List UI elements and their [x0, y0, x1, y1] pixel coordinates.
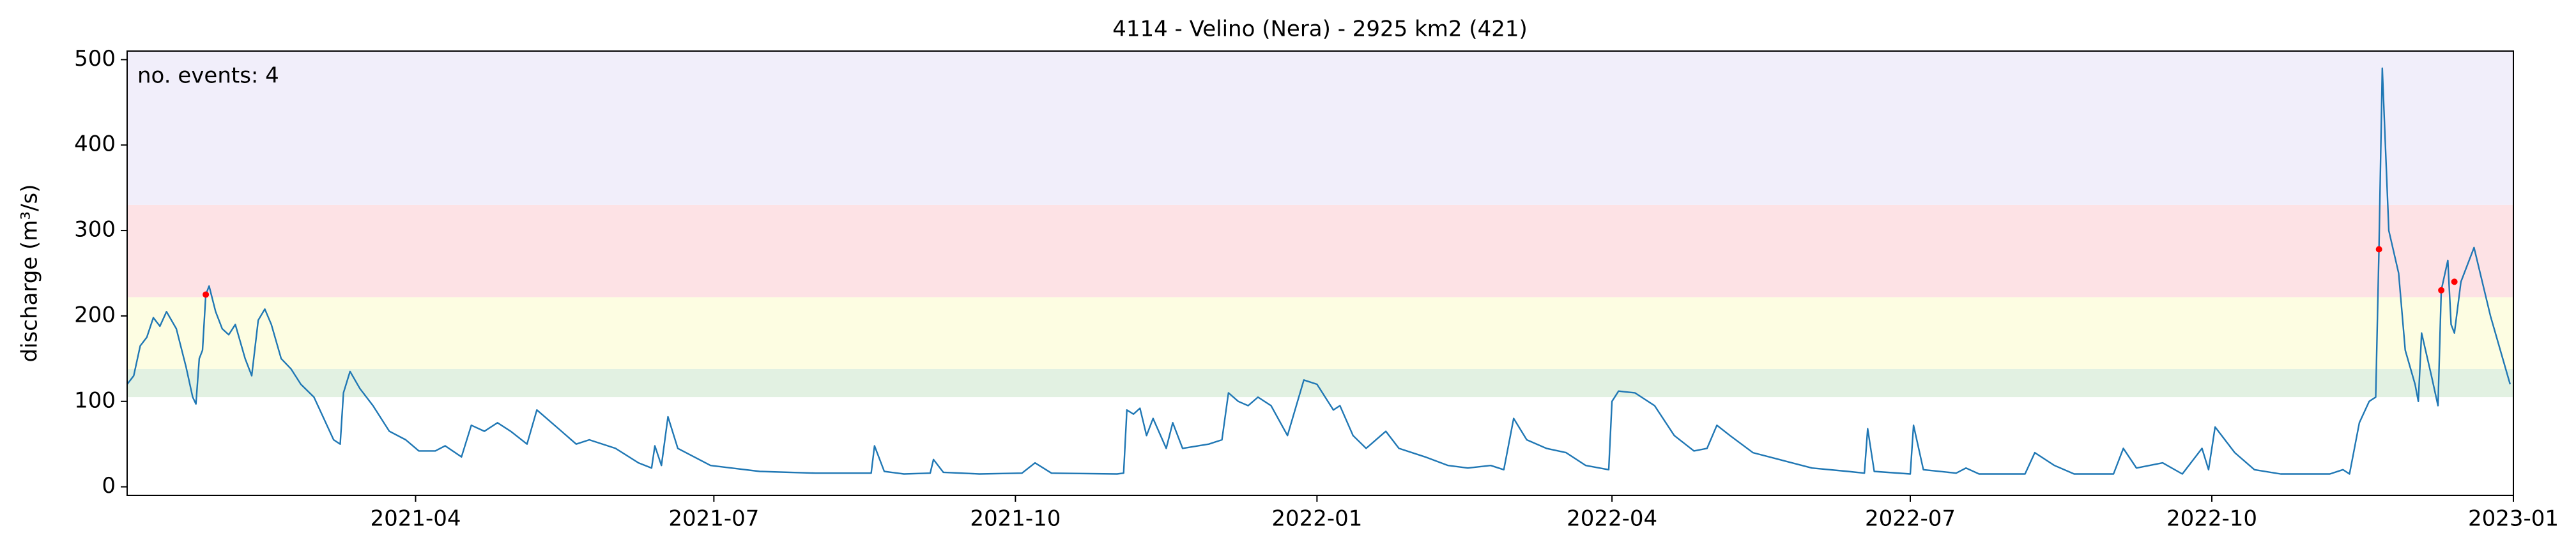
- y-tick-label: 100: [74, 387, 116, 413]
- threshold-band: [127, 368, 2513, 398]
- x-tick-label: 2021-10: [970, 506, 1061, 532]
- y-tick-label: 500: [74, 46, 116, 71]
- y-tick-label: 400: [74, 131, 116, 157]
- annotation: no. events: 4: [137, 63, 279, 89]
- threshold-band: [127, 51, 2513, 205]
- x-tick-label: 2022-07: [1865, 506, 1956, 532]
- x-tick-label: 2023-01: [2468, 506, 2559, 532]
- event-point: [2451, 278, 2458, 285]
- x-tick-label: 2022-10: [2166, 506, 2257, 532]
- y-tick-label: 300: [74, 217, 116, 243]
- event-point: [2375, 246, 2382, 253]
- y-tick-label: 0: [102, 473, 116, 499]
- x-tick-label: 2022-04: [1567, 506, 1657, 532]
- x-tick-label: 2021-07: [668, 506, 759, 532]
- event-point: [203, 291, 210, 298]
- y-tick-label: 200: [74, 302, 116, 327]
- threshold-band: [127, 297, 2513, 369]
- y-axis-label: discharge (m³/s): [17, 184, 43, 363]
- plot-frame: [126, 50, 2514, 496]
- x-tick-label: 2021-04: [370, 506, 461, 532]
- event-point: [2438, 287, 2445, 294]
- discharge-line: [126, 67, 2511, 475]
- x-tick-label: 2022-01: [1271, 506, 1362, 532]
- chart-title: 4114 - Velino (Nera) - 2925 km2 (421): [1112, 17, 1528, 42]
- threshold-band: [127, 204, 2513, 297]
